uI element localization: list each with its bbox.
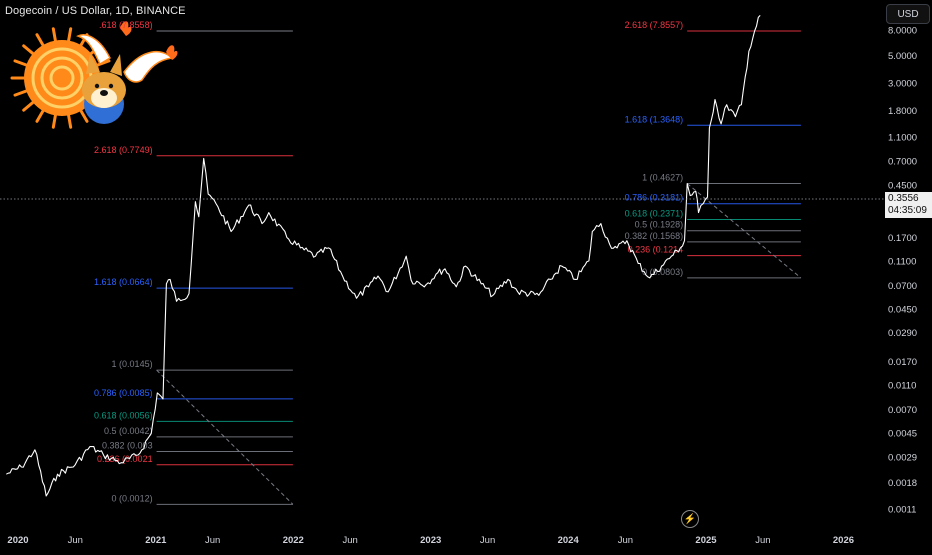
bar-countdown: 04:35:09 bbox=[888, 205, 927, 216]
y-axis-tick-label: 1.1000 bbox=[888, 132, 917, 143]
y-axis-tick-label: 0.1700 bbox=[888, 233, 917, 244]
fib-level-label: 0.382 (0.1568) bbox=[625, 231, 684, 241]
x-axis-tick-label: 2023 bbox=[420, 535, 441, 546]
x-axis-tick-label: Jun bbox=[342, 535, 357, 546]
sun-ray bbox=[67, 27, 73, 43]
fib-level-label: 0.618 (0.0056) bbox=[94, 410, 153, 420]
symbol-title: Dogecoin / US Dollar, 1D, BINANCE bbox=[5, 5, 186, 17]
sun-ray bbox=[67, 113, 73, 129]
y-axis-tick-label: 3.0000 bbox=[888, 78, 917, 89]
sun-ray bbox=[13, 89, 28, 97]
x-axis-tick-label: Jun bbox=[205, 535, 220, 546]
y-axis-tick-label: 8.0000 bbox=[888, 26, 917, 37]
fib-level-label: 0.382 (0.003 bbox=[102, 440, 153, 450]
y-axis-tick-label: 0.0290 bbox=[888, 328, 917, 339]
x-axis-tick-label: Jun bbox=[755, 535, 770, 546]
fib-level-label: 2.618 (0.7749) bbox=[94, 145, 153, 155]
sun-ray bbox=[22, 44, 35, 56]
price-series-line bbox=[6, 15, 761, 497]
y-axis-tick-label: 0.4500 bbox=[888, 181, 917, 192]
sun-ray bbox=[22, 100, 35, 112]
current-price-value: 0.3556 bbox=[888, 193, 919, 204]
sun-ray bbox=[51, 27, 57, 43]
fib-level-label: 0.236 (0.1214 bbox=[628, 245, 684, 255]
fib-trend-line bbox=[156, 369, 294, 505]
fib-level-label: 0.618 (0.2371) bbox=[625, 209, 684, 219]
x-axis-tick-label: Jun bbox=[480, 535, 495, 546]
sun-ray bbox=[51, 113, 57, 129]
fib-level-label: 2.618 (7.8557) bbox=[625, 20, 684, 30]
doge-logo bbox=[10, 21, 178, 129]
x-axis-tick-label: 2025 bbox=[695, 535, 717, 546]
fib-level-label: 1 (0.4627) bbox=[642, 173, 683, 183]
lightning-icon[interactable]: ⚡ bbox=[681, 510, 699, 528]
fib-level-label: 0 (0.0803) bbox=[642, 267, 683, 277]
x-axis-tick-label: 2021 bbox=[145, 535, 167, 546]
fib-level-label: 0.5 (0.1928) bbox=[635, 220, 684, 230]
sun-ray bbox=[35, 109, 45, 123]
sun-ray bbox=[79, 109, 89, 123]
currency-button[interactable]: USD bbox=[886, 4, 930, 24]
y-axis-tick-label: 0.1100 bbox=[888, 256, 916, 267]
x-axis-tick-label: 2026 bbox=[833, 535, 854, 546]
y-axis-tick-label: 0.0110 bbox=[888, 380, 916, 391]
y-axis-tick-label: 0.0011 bbox=[888, 505, 916, 516]
y-axis-tick-label: 0.0045 bbox=[888, 429, 917, 440]
fib-level-label: 0 (0.0012) bbox=[112, 493, 153, 503]
y-axis-tick-label: 0.0070 bbox=[888, 405, 917, 416]
x-axis-tick-label: 2024 bbox=[558, 535, 580, 546]
sun-ray bbox=[35, 33, 45, 47]
x-axis-tick-label: Jun bbox=[618, 535, 633, 546]
fib-level-label: 1 (0.0145) bbox=[112, 359, 153, 369]
fib-level-label: 0.5 (0.0042) bbox=[104, 426, 153, 436]
x-axis-tick-label: 2022 bbox=[283, 535, 304, 546]
y-axis-tick-label: 0.0018 bbox=[888, 478, 917, 489]
sun-ray bbox=[13, 59, 28, 67]
fib-level-label: 1.618 (1.3648) bbox=[625, 114, 684, 124]
fib-level-label: .618 (7.8558) bbox=[99, 20, 153, 30]
y-axis-tick-label: 0.7000 bbox=[888, 157, 917, 168]
y-axis-tick-label: 0.0170 bbox=[888, 357, 917, 368]
y-axis-tick-label: 5.0000 bbox=[888, 51, 917, 62]
fib-level-label: 0.786 (0.0085) bbox=[94, 388, 153, 398]
fib-level-label: 0.786 (0.3181) bbox=[625, 193, 684, 203]
y-axis-tick-label: 0.0029 bbox=[888, 452, 917, 463]
fib-level-label: 1.618 (0.0664) bbox=[94, 277, 153, 287]
y-axis-tick-label: 0.0450 bbox=[888, 305, 917, 316]
y-axis-tick-label: 1.8000 bbox=[888, 106, 917, 117]
x-axis-tick-label: 2020 bbox=[7, 535, 28, 546]
current-price-badge: 0.3556 04:35:09 bbox=[885, 192, 932, 218]
x-axis-tick-label: Jun bbox=[68, 535, 83, 546]
y-axis-tick-label: 0.0700 bbox=[888, 281, 917, 292]
